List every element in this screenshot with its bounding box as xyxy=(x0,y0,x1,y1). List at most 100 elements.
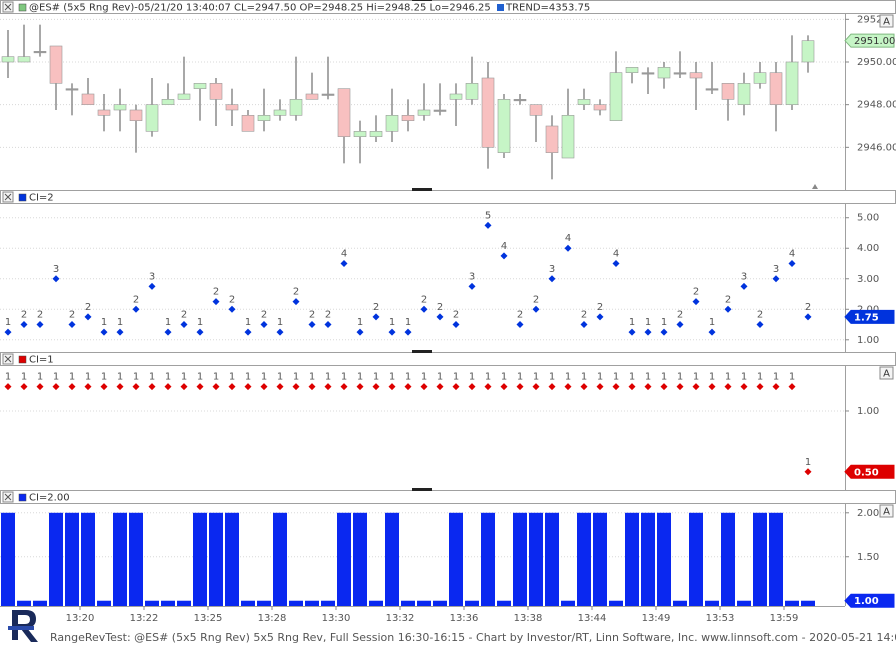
x-tick-label: 13:53 xyxy=(706,613,735,624)
bar xyxy=(49,512,63,606)
dot xyxy=(4,383,12,391)
dot-label: 1 xyxy=(85,372,91,383)
dot xyxy=(180,321,188,329)
dot xyxy=(436,313,444,321)
autoscale-label[interactable]: A xyxy=(883,507,890,518)
y-tick-label: 2.00 xyxy=(857,304,879,315)
panel-title: @ES# (5x5 Rng Rev)-05/21/20 13:40:07 CL=… xyxy=(29,3,491,14)
candle-body xyxy=(545,125,559,153)
candle-body xyxy=(785,61,799,105)
dot xyxy=(484,383,492,391)
dot xyxy=(612,383,620,391)
bar xyxy=(353,512,367,606)
autoscale-button[interactable] xyxy=(879,14,894,28)
bar xyxy=(465,600,479,606)
dot-label: 1 xyxy=(21,372,27,383)
dot-label: 1 xyxy=(741,372,747,383)
y-tick-label: 4.00 xyxy=(857,243,879,254)
dot-label: 2 xyxy=(805,302,811,313)
dot xyxy=(68,383,76,391)
dot xyxy=(500,252,508,260)
dot xyxy=(84,383,92,391)
dot xyxy=(244,328,252,336)
footer: RangeRevTest: @ES# (5x5 Rng Rev) 5x5 Rng… xyxy=(50,631,896,644)
autoscale-button[interactable] xyxy=(879,366,894,380)
dot-label: 3 xyxy=(469,271,475,282)
dot xyxy=(388,328,396,336)
dot xyxy=(804,313,812,321)
x-tick-label: 13:59 xyxy=(770,613,799,624)
candle-body xyxy=(401,115,415,121)
bar xyxy=(241,600,255,606)
dot-label: 1 xyxy=(405,317,411,328)
x-tick-label: 13:20 xyxy=(66,613,95,624)
last-value-label: 1.00 xyxy=(854,596,879,607)
x-tick-label: 13:36 xyxy=(450,613,479,624)
dot xyxy=(164,383,172,391)
dot xyxy=(772,275,780,283)
dot xyxy=(132,383,140,391)
dot-label: 1 xyxy=(725,372,731,383)
dot-label: 3 xyxy=(149,271,155,282)
candle-body xyxy=(673,72,687,75)
dot-label: 2 xyxy=(453,310,459,321)
bar xyxy=(129,512,143,606)
dot-label: 1 xyxy=(645,317,651,328)
bar xyxy=(785,600,799,606)
panel-grip xyxy=(412,188,432,191)
dot-label: 1 xyxy=(133,372,139,383)
dot xyxy=(132,305,140,313)
dot xyxy=(276,328,284,336)
dot xyxy=(292,298,300,306)
autoscale-label[interactable]: A xyxy=(883,369,890,380)
dot-label: 1 xyxy=(677,372,683,383)
dot-label: 2 xyxy=(421,294,427,305)
last-value-tag xyxy=(844,593,895,608)
dot-label: 4 xyxy=(613,249,619,260)
bar xyxy=(769,512,783,606)
dot-label: 1 xyxy=(517,372,523,383)
dot-label: 4 xyxy=(789,249,795,260)
panel-header xyxy=(0,190,896,204)
dot-label: 2 xyxy=(597,302,603,313)
dot-label: 2 xyxy=(85,302,91,313)
x-tick-label: 13:44 xyxy=(578,613,607,624)
dot xyxy=(452,383,460,391)
candle-body xyxy=(657,67,671,79)
bar xyxy=(529,512,543,606)
bar xyxy=(689,512,703,606)
dot-label: 1 xyxy=(629,317,635,328)
dot xyxy=(212,298,220,306)
autoscale-button[interactable] xyxy=(879,504,894,518)
y-tick-label: 2952. xyxy=(857,14,886,25)
dot xyxy=(228,305,236,313)
dot-label: 3 xyxy=(549,264,555,275)
autoscale-label[interactable]: A xyxy=(883,17,890,28)
y-tick-label: 2.00 xyxy=(857,508,879,519)
close-x xyxy=(4,193,12,201)
dot xyxy=(164,328,172,336)
dot-label: 1 xyxy=(645,372,651,383)
bar xyxy=(273,512,287,606)
dot-label: 1 xyxy=(5,317,11,328)
candle-body xyxy=(417,109,431,116)
dot xyxy=(660,328,668,336)
dot-label: 1 xyxy=(357,317,363,328)
candle-body xyxy=(465,83,479,100)
candle-body xyxy=(449,93,463,100)
bar xyxy=(401,600,415,606)
dot-label: 1 xyxy=(597,372,603,383)
bar xyxy=(641,512,655,606)
bar xyxy=(113,512,127,606)
dot xyxy=(580,321,588,329)
dot xyxy=(372,313,380,321)
dot-label: 1 xyxy=(437,372,443,383)
dot xyxy=(308,383,316,391)
dot xyxy=(324,321,332,329)
dot xyxy=(644,383,652,391)
dot-label: 1 xyxy=(53,372,59,383)
candle-body xyxy=(65,88,79,91)
candle-body xyxy=(1,56,15,63)
dot-label: 1 xyxy=(709,372,715,383)
dot-label: 1 xyxy=(277,317,283,328)
